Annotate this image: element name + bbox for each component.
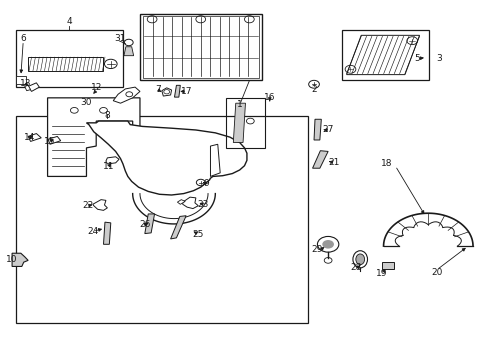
- Text: 29: 29: [310, 245, 322, 254]
- Text: 17: 17: [181, 87, 192, 96]
- Text: 12: 12: [91, 83, 102, 92]
- Text: 8: 8: [104, 111, 110, 120]
- Bar: [381, 262, 393, 269]
- Polygon shape: [183, 197, 198, 208]
- Text: 15: 15: [44, 137, 56, 146]
- Polygon shape: [233, 103, 245, 143]
- Text: 16: 16: [264, 93, 275, 102]
- Text: 5: 5: [414, 54, 420, 63]
- Text: 23: 23: [197, 200, 208, 209]
- Bar: [16, 30, 122, 87]
- Polygon shape: [93, 200, 107, 210]
- Text: 7: 7: [155, 85, 161, 94]
- Polygon shape: [123, 47, 133, 56]
- Polygon shape: [103, 222, 111, 244]
- Text: 18: 18: [381, 159, 392, 168]
- Polygon shape: [170, 216, 186, 239]
- Bar: [225, 98, 264, 148]
- Polygon shape: [144, 214, 154, 234]
- Polygon shape: [313, 119, 321, 140]
- Polygon shape: [177, 200, 185, 204]
- Polygon shape: [86, 121, 246, 195]
- Text: 20: 20: [430, 268, 441, 277]
- Ellipse shape: [355, 254, 364, 265]
- Text: 9: 9: [203, 179, 209, 188]
- Text: 4: 4: [66, 17, 72, 26]
- Text: 25: 25: [192, 230, 203, 239]
- Polygon shape: [174, 85, 180, 97]
- Bar: [142, 16, 258, 78]
- Text: 13: 13: [20, 79, 31, 88]
- Polygon shape: [346, 35, 419, 75]
- Polygon shape: [28, 134, 41, 141]
- Text: 10: 10: [6, 255, 18, 264]
- Text: 6: 6: [20, 35, 26, 44]
- Polygon shape: [28, 83, 39, 91]
- Text: 3: 3: [435, 54, 441, 63]
- Text: 1: 1: [236, 100, 242, 109]
- Bar: [16, 76, 26, 84]
- Polygon shape: [12, 253, 28, 266]
- Polygon shape: [312, 151, 327, 168]
- Polygon shape: [25, 85, 30, 91]
- Bar: [16, 116, 307, 323]
- Text: 22: 22: [82, 201, 93, 210]
- Polygon shape: [162, 88, 171, 96]
- Bar: [341, 30, 428, 80]
- Text: 28: 28: [350, 263, 361, 272]
- Polygon shape: [210, 144, 220, 176]
- Polygon shape: [113, 87, 140, 103]
- Polygon shape: [47, 98, 140, 176]
- Polygon shape: [106, 157, 119, 164]
- Circle shape: [322, 240, 333, 249]
- Text: 21: 21: [327, 158, 339, 167]
- Text: 11: 11: [102, 162, 114, 171]
- Bar: [140, 14, 261, 80]
- Text: 26: 26: [139, 220, 150, 229]
- Text: 31: 31: [114, 35, 125, 44]
- Polygon shape: [48, 136, 61, 144]
- Bar: [28, 57, 103, 71]
- Text: 30: 30: [81, 98, 92, 107]
- Text: 19: 19: [375, 269, 386, 278]
- Text: 2: 2: [310, 85, 316, 94]
- Text: 14: 14: [24, 133, 35, 142]
- Text: 24: 24: [87, 227, 98, 236]
- Text: 27: 27: [322, 126, 333, 135]
